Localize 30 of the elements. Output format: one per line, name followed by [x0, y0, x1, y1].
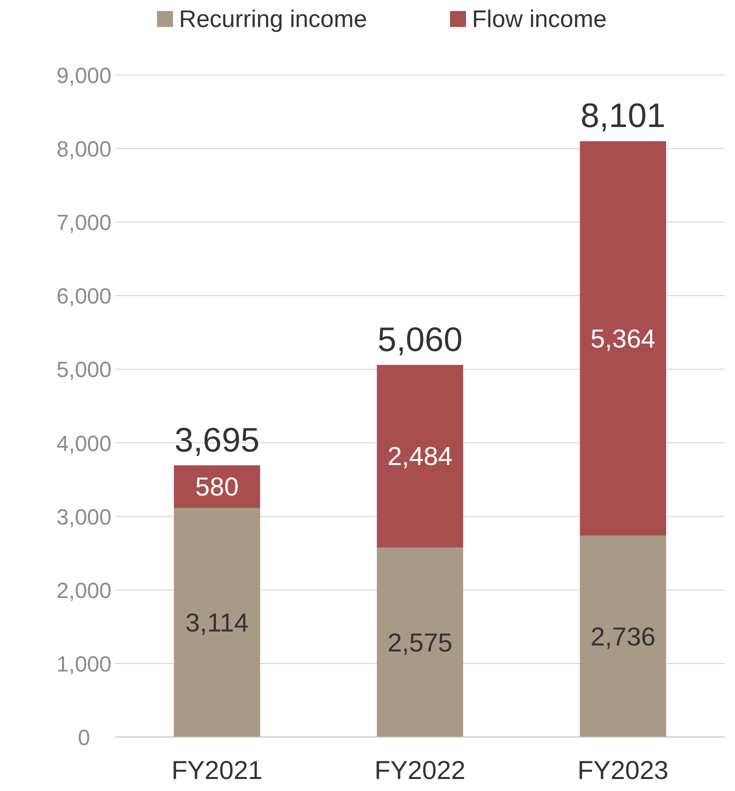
data-label: 2,736 — [590, 621, 656, 652]
bar — [580, 141, 666, 536]
x-tick-label: FY2021 — [171, 755, 263, 785]
bar — [376, 364, 464, 548]
legend-label: Flow income — [472, 6, 607, 33]
y-tick-label: 0 — [78, 725, 90, 750]
y-tick-label: 8,000 — [56, 136, 112, 162]
legend-label: Recurring income — [179, 6, 368, 33]
y-tick-label: 5,000 — [56, 357, 112, 382]
x-tick-label: FY2022 — [374, 755, 466, 785]
x-tick-label: FY2023 — [577, 755, 669, 785]
bar — [376, 548, 464, 737]
total-label: 5,060 — [377, 320, 463, 359]
data-label: 2,575 — [387, 627, 453, 658]
y-tick-label: 6,000 — [56, 284, 112, 309]
data-label: 580 — [195, 472, 239, 502]
total-label: 3,695 — [174, 421, 260, 460]
bar — [174, 465, 260, 508]
data-label: 2,484 — [387, 441, 453, 472]
y-tick-label: 2,000 — [56, 578, 112, 603]
y-tick-label: 7,000 — [56, 210, 112, 236]
data-label: 3,114 — [185, 607, 249, 638]
y-tick-label: 9,000 — [56, 63, 112, 88]
y-tick-label: 1,000 — [56, 651, 112, 676]
y-tick-label: 3,000 — [56, 504, 112, 530]
bar — [174, 508, 260, 737]
data-label: 5,364 — [590, 323, 656, 354]
y-tick-label: 4,000 — [56, 430, 112, 456]
bar — [580, 536, 666, 737]
total-label: 8,101 — [580, 97, 666, 136]
